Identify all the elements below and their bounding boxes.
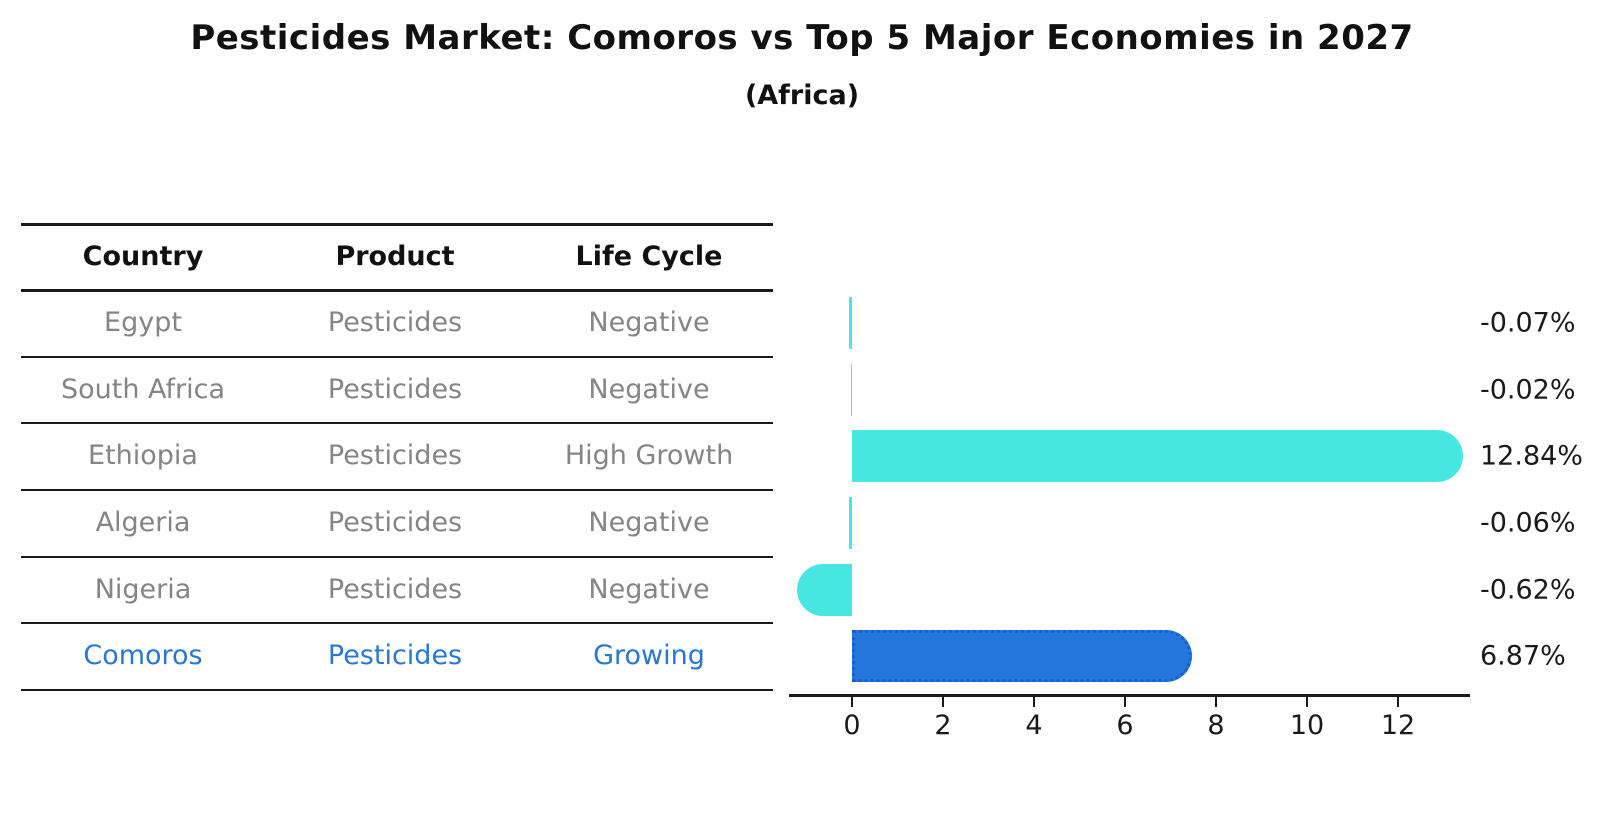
x-axis-tick-label: 2 [934,710,952,741]
x-axis-tick [942,697,944,707]
x-axis-tick [851,697,853,707]
x-axis-line [789,694,1470,697]
value-label-south-africa: -0.02% [1480,374,1576,406]
x-axis-tick-label: 4 [1025,710,1043,741]
x-axis-tick-label: 10 [1289,710,1325,741]
bar-nigeria [796,564,852,616]
country-cell-header: Country [82,240,204,272]
life-cycle-cell: Growing [593,639,705,671]
bar-egypt [848,297,852,349]
table-rule [21,223,773,226]
product-cell: Pesticides [327,439,463,471]
country-cell: Ethiopia [88,439,198,471]
table-rule [21,622,773,624]
value-label-comoros: 6.87% [1480,640,1566,672]
table-row-comoros: Comoros Pesticides Growing [21,635,773,675]
value-label-algeria: -0.06% [1480,507,1576,539]
x-axis-tick [1033,697,1035,707]
life-cycle-cell: Negative [588,573,710,605]
bar-algeria [849,497,852,549]
chart-title: Pesticides Market: Comoros vs Top 5 Majo… [190,18,1414,58]
table-row-ethiopia: Ethiopia Pesticides High Growth [21,435,773,475]
table-row-south-africa: South Africa Pesticides Negative [21,369,773,409]
table-row-header: Country Product Life Cycle [21,236,773,276]
table-rule [21,422,773,424]
table-row-nigeria: Nigeria Pesticides Negative [21,569,773,609]
bar-comoros [852,630,1192,682]
table-rule [21,489,773,491]
x-axis-tick-label: 12 [1380,710,1416,741]
x-axis-tick [1306,697,1308,707]
value-label-nigeria: -0.62% [1480,574,1576,606]
table-row-algeria: Algeria Pesticides Negative [21,502,773,542]
product-cell: Pesticides [327,373,463,405]
x-axis-tick-label: 6 [1116,710,1134,741]
bar-ethiopia [852,430,1464,482]
x-axis-tick [1124,697,1126,707]
table-rule [21,289,773,292]
country-cell: South Africa [60,373,226,405]
country-cell: Egypt [104,306,182,338]
life-cycle-cell: Negative [588,373,710,405]
life-cycle-cell-header: Life Cycle [575,240,723,272]
table-row-egypt: Egypt Pesticides Negative [21,302,773,342]
product-cell-header: Product [335,240,455,272]
country-cell: Nigeria [94,573,192,605]
x-axis-tick-label: 0 [843,710,861,741]
life-cycle-cell: Negative [588,306,710,338]
table-rule [21,556,773,558]
x-axis-tick-label: 8 [1207,710,1225,741]
country-cell: Algeria [95,506,191,538]
life-cycle-cell: Negative [588,506,710,538]
country-cell: Comoros [83,639,203,671]
table-rule [21,356,773,358]
value-label-egypt: -0.07% [1480,307,1576,339]
value-label-ethiopia: 12.84% [1480,440,1583,472]
table-rule [21,689,773,691]
product-cell: Pesticides [327,573,463,605]
x-axis-tick [1215,697,1217,707]
product-cell: Pesticides [327,506,463,538]
life-cycle-cell: High Growth [564,439,734,471]
x-axis-tick [1397,697,1399,707]
chart-subtitle: (Africa) [744,80,860,111]
product-cell: Pesticides [327,639,463,671]
product-cell: Pesticides [327,306,463,338]
bar-south-africa [850,364,852,416]
